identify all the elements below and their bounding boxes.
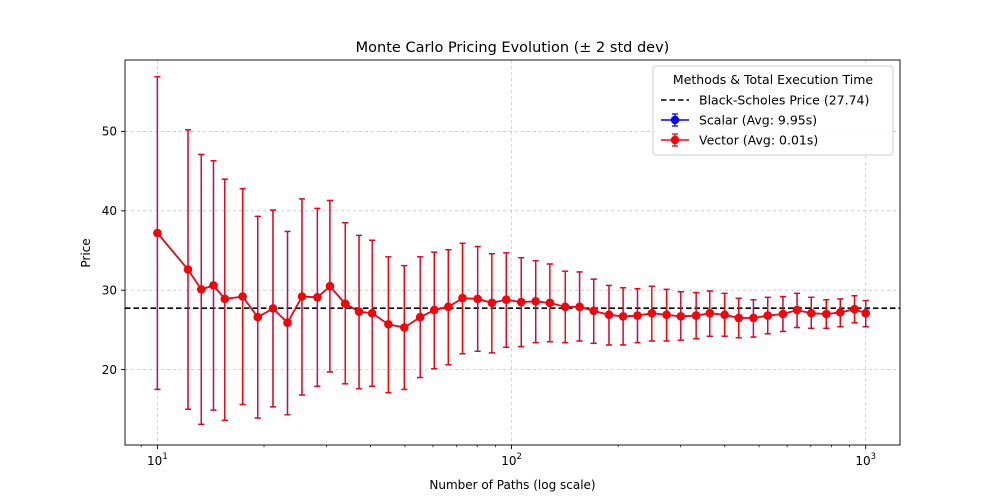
data-point [313, 293, 322, 302]
y-tick-label: 20 [102, 363, 117, 377]
data-point [153, 228, 162, 238]
data-point [618, 312, 628, 321]
data-point [604, 310, 614, 320]
data-point [340, 299, 350, 308]
data-point [720, 310, 729, 320]
legend-scalar-label: Scalar (Avg: 9.95s) [699, 113, 817, 128]
series-layer [153, 76, 870, 426]
data-point [763, 311, 772, 320]
data-point [354, 307, 364, 316]
data-point [575, 302, 584, 312]
data-point [705, 309, 715, 318]
data-point [778, 309, 788, 319]
legend-reference-label: Black-Scholes Price (27.74) [699, 93, 869, 108]
y-tick-label: 30 [102, 284, 117, 298]
x-tick-label: 103 [855, 452, 876, 468]
x-axis-label: Number of Paths (log scale) [429, 478, 595, 492]
data-point [487, 298, 497, 308]
data-point [560, 302, 570, 312]
legend-entry-reference: Black-Scholes Price (27.74) [661, 93, 869, 108]
data-point [633, 311, 642, 320]
data-point [691, 311, 701, 320]
data-point [444, 302, 453, 312]
data-point [807, 309, 816, 318]
data-point [502, 295, 511, 304]
data-point [850, 305, 859, 314]
data-point [822, 309, 831, 319]
chart-title: Monte Carlo Pricing Evolution (± 2 std d… [356, 40, 670, 56]
data-point [197, 285, 206, 294]
data-point [517, 297, 526, 307]
data-point [861, 309, 870, 318]
data-point [836, 308, 845, 317]
data-point [209, 281, 218, 290]
data-point [283, 318, 292, 327]
data-point [325, 282, 335, 291]
legend-vector-label: Vector (Avg: 0.01s) [699, 133, 818, 148]
data-point [545, 298, 555, 308]
data-point [676, 312, 686, 321]
y-tick-label: 50 [102, 125, 117, 139]
data-point [531, 297, 540, 306]
legend-box [652, 65, 894, 156]
data-point [662, 310, 671, 320]
data-point [473, 294, 482, 304]
legend-vector-marker [670, 135, 680, 145]
data-point [297, 292, 307, 301]
data-point [384, 320, 393, 329]
data-point [183, 265, 193, 274]
data-point [792, 305, 802, 315]
legend-title: Methods & Total Execution Time [673, 72, 873, 87]
data-point [430, 305, 439, 315]
legend-entry-scalar: Scalar (Avg: 9.95s) [661, 113, 817, 128]
data-point [367, 309, 377, 318]
legend-scalar-marker [670, 115, 680, 125]
legend: Methods & Total Execution Time Black-Sch… [652, 65, 894, 156]
series-1 [153, 76, 870, 426]
data-point [749, 313, 758, 323]
data-point [253, 312, 262, 322]
data-point [268, 304, 278, 313]
x-axis-ticks: 101 102 103 [140, 445, 876, 468]
data-point [238, 292, 247, 301]
y-tick-label: 40 [102, 204, 117, 218]
y-axis-label: Price [79, 238, 93, 267]
data-point [415, 312, 425, 322]
y-axis-ticks: 20 30 40 50 [102, 125, 125, 377]
data-point [400, 323, 409, 332]
data-point [220, 294, 230, 304]
data-point [734, 313, 743, 323]
x-tick-label: 102 [501, 452, 522, 468]
data-point [458, 293, 467, 303]
legend-entry-vector: Vector (Avg: 0.01s) [661, 133, 818, 148]
plot-frame [124, 59, 901, 446]
x-tick-label: 101 [147, 452, 168, 468]
data-point [589, 306, 598, 316]
data-point [647, 309, 657, 318]
